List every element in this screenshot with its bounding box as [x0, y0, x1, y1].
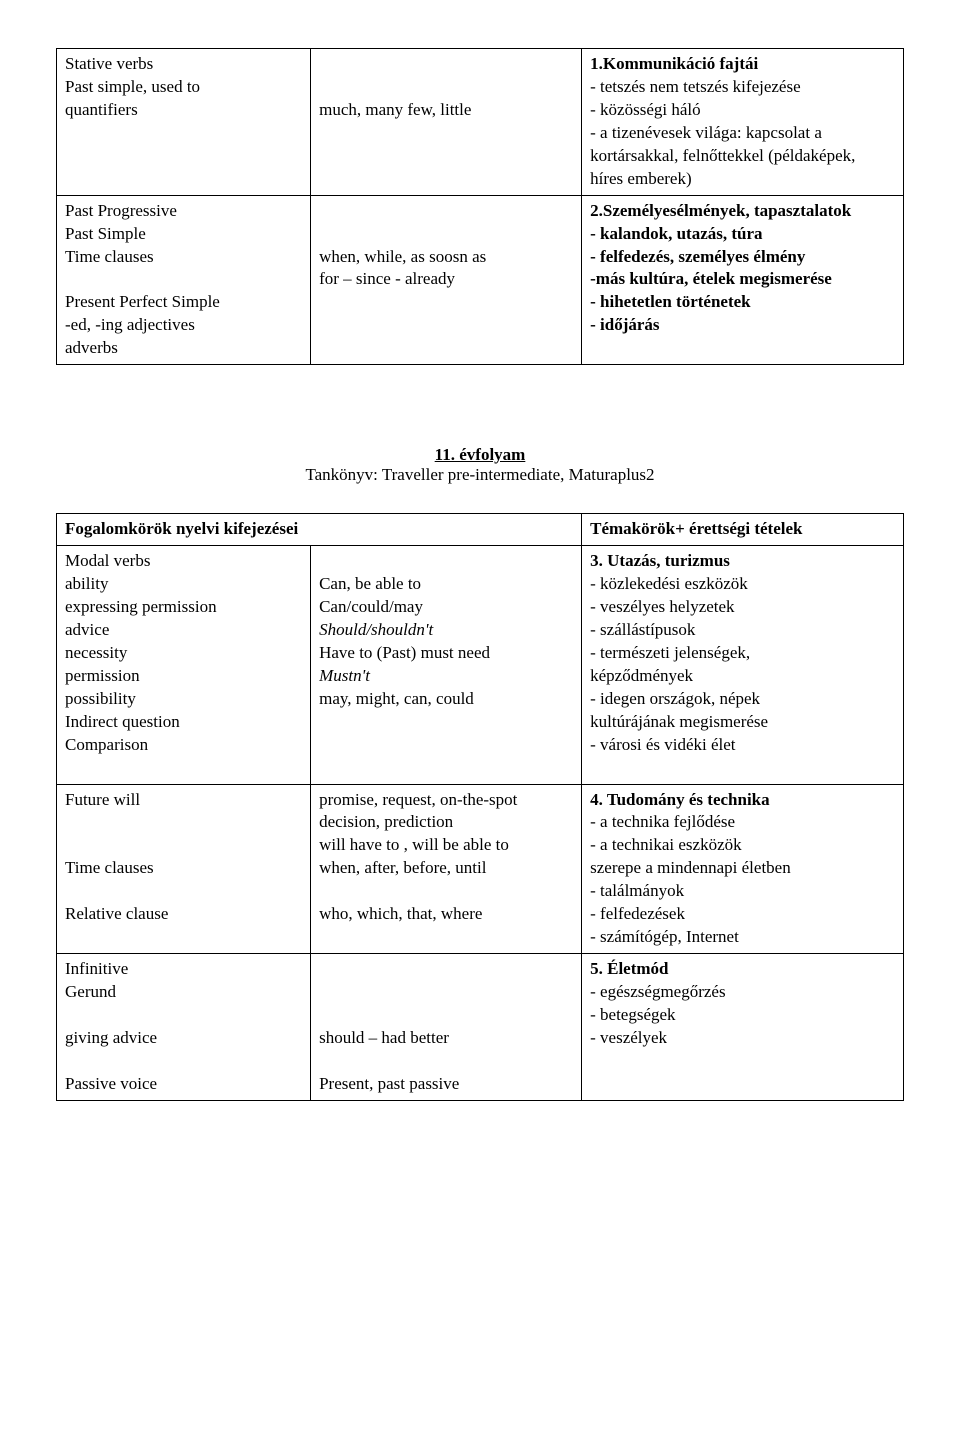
cell-text: híres emberek)	[590, 168, 895, 191]
cell-text: Should/shouldn't	[319, 619, 573, 642]
grammar-table-1: Stative verbs Past simple, used to quant…	[56, 48, 904, 365]
cell-text: Time clauses	[65, 857, 302, 880]
cell-text: Indirect question	[65, 711, 302, 734]
cell-text: - egészségmegőrzés	[590, 981, 895, 1004]
cell-text: - szállástípusok	[590, 619, 895, 642]
cell-text: should – had better	[319, 1027, 573, 1050]
topic-heading: 5. Életmód	[590, 958, 895, 981]
cell-text: possibility	[65, 688, 302, 711]
cell-text: Mustn't	[319, 665, 573, 688]
cell-text: - betegségek	[590, 1004, 895, 1027]
cell-text: - a technika fejlődése	[590, 811, 895, 834]
cell-text: may, might, can, could	[319, 688, 573, 711]
cell-text: - kalandok, utazás, túra	[590, 223, 895, 246]
cell-text: who, which, that, where	[319, 903, 573, 926]
cell-text: quantifiers	[65, 99, 302, 122]
cell-text: - idegen országok, népek	[590, 688, 895, 711]
cell-text: - közösségi háló	[590, 99, 895, 122]
cell-text: Can/could/may	[319, 596, 573, 619]
cell-text: Present, past passive	[319, 1073, 573, 1096]
cell-text: - a tizenévesek világa: kapcsolat a	[590, 122, 895, 145]
grade-heading: 11. évfolyam	[435, 445, 526, 464]
cell-text: kultúrájának megismerése	[590, 711, 895, 734]
cell-text: - városi és vidéki élet	[590, 734, 895, 757]
cell-text: Time clauses	[65, 246, 302, 269]
table-row: Stative verbs Past simple, used to quant…	[57, 49, 904, 196]
section-title: 11. évfolyam	[56, 445, 904, 465]
textbook-line: Tankönyv: Traveller pre-intermediate, Ma…	[56, 465, 904, 485]
cell-text: Infinitive	[65, 958, 302, 981]
table-row: Modal verbs ability expressing permissio…	[57, 546, 904, 784]
cell-text: - időjárás	[590, 314, 895, 337]
table-header: Témakörök+ érettségi tételek	[582, 514, 904, 546]
cell-text: permission	[65, 665, 302, 688]
topic-heading: 2.Személyesélmények, tapasztalatok	[590, 200, 895, 223]
cell-text: - közlekedési eszközök	[590, 573, 895, 596]
cell-text: Past simple, used to	[65, 76, 302, 99]
cell-text: -ed, -ing adjectives	[65, 314, 302, 337]
cell-text: Stative verbs	[65, 53, 302, 76]
cell-text: - felfedezések	[590, 903, 895, 926]
cell-text: - a technikai eszközök	[590, 834, 895, 857]
cell-text: expressing permission	[65, 596, 302, 619]
cell-text: Relative clause	[65, 903, 302, 926]
table-row: Future will Time clauses Relative clause…	[57, 784, 904, 954]
cell-text: - veszélyek	[590, 1027, 895, 1050]
grammar-table-2: Fogalomkörök nyelvi kifejezései Témakörö…	[56, 513, 904, 1101]
cell-text: Passive voice	[65, 1073, 302, 1096]
cell-text: Comparison	[65, 734, 302, 757]
cell-text: képződmények	[590, 665, 895, 688]
cell-text: - számítógép, Internet	[590, 926, 895, 949]
topic-heading: 4. Tudomány és technika	[590, 789, 895, 812]
cell-text: Have to (Past) must need	[319, 642, 573, 665]
table-header: Fogalomkörök nyelvi kifejezései	[57, 514, 582, 546]
cell-text: - veszélyes helyzetek	[590, 596, 895, 619]
cell-text: -más kultúra, ételek megismerése	[590, 268, 895, 291]
table-row: Infinitive Gerund giving advice Passive …	[57, 954, 904, 1101]
cell-text: when, after, before, until	[319, 857, 573, 880]
cell-text: when, while, as soosn as	[319, 246, 573, 269]
cell-text: much, many few, little	[319, 99, 573, 122]
cell-text: promise, request, on-the-spot	[319, 789, 573, 812]
cell-text: - találmányok	[590, 880, 895, 903]
table-header-row: Fogalomkörök nyelvi kifejezései Témakörö…	[57, 514, 904, 546]
topic-heading: 3. Utazás, turizmus	[590, 550, 895, 573]
cell-text: Can, be able to	[319, 573, 573, 596]
cell-text: kortársakkal, felnőttekkel (példaképek,	[590, 145, 895, 168]
cell-text: giving advice	[65, 1027, 302, 1050]
cell-text: szerepe a mindennapi életben	[590, 857, 895, 880]
cell-text: - tetszés nem tetszés kifejezése	[590, 76, 895, 99]
cell-text: Modal verbs	[65, 550, 302, 573]
cell-text: necessity	[65, 642, 302, 665]
cell-text: will have to , will be able to	[319, 834, 573, 857]
cell-text: Future will	[65, 789, 302, 812]
cell-text: ability	[65, 573, 302, 596]
topic-heading: 1.Kommunikáció fajtái	[590, 53, 895, 76]
cell-text: - felfedezés, személyes élmény	[590, 246, 895, 269]
cell-text: Present Perfect Simple	[65, 291, 302, 314]
cell-text: advice	[65, 619, 302, 642]
cell-text: decision, prediction	[319, 811, 573, 834]
cell-text: adverbs	[65, 337, 302, 360]
cell-text: - természeti jelenségek,	[590, 642, 895, 665]
cell-text: Past Simple	[65, 223, 302, 246]
cell-text: Gerund	[65, 981, 302, 1004]
cell-text: Past Progressive	[65, 200, 302, 223]
cell-text: for – since - already	[319, 268, 573, 291]
cell-text: - hihetetlen történetek	[590, 291, 895, 314]
table-row: Past Progressive Past Simple Time clause…	[57, 195, 904, 365]
